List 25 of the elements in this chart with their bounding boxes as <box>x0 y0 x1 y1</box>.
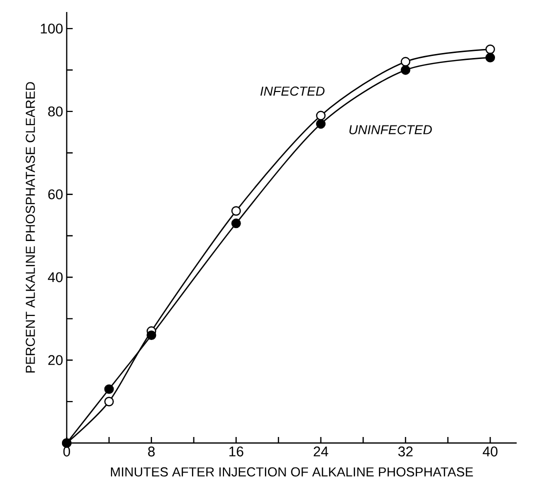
y-tick-label: 20 <box>48 355 63 366</box>
series-label: UNINFECTED <box>349 125 432 134</box>
point <box>316 119 326 129</box>
point <box>104 384 114 394</box>
series-label: INFECTED <box>260 86 324 96</box>
x-axis-title: MINUTES AFTER INJECTION OF ALKALINE PHOSPHATASE <box>110 467 473 477</box>
y-tick-label: 60 <box>48 189 63 200</box>
x-tick-label: 8 <box>148 446 155 456</box>
point <box>104 396 114 406</box>
y-axis-title: PERCENT ALKALINE PHOSPHATASE CLEARED <box>26 82 35 372</box>
point <box>485 52 496 62</box>
y-tick-label: 100 <box>40 24 63 34</box>
x-tick-label: 16 <box>229 446 244 456</box>
point <box>316 110 326 120</box>
x-tick-label: 40 <box>482 446 498 456</box>
point <box>231 218 241 228</box>
point <box>146 330 156 340</box>
y-tick-label: 40 <box>48 272 63 282</box>
y-tick-label: 80 <box>48 106 63 116</box>
point <box>231 206 241 216</box>
x-tick-label: 32 <box>398 446 413 456</box>
point <box>400 56 410 67</box>
x-tick-label: 24 <box>314 446 328 456</box>
point <box>400 65 410 75</box>
point <box>485 44 496 54</box>
